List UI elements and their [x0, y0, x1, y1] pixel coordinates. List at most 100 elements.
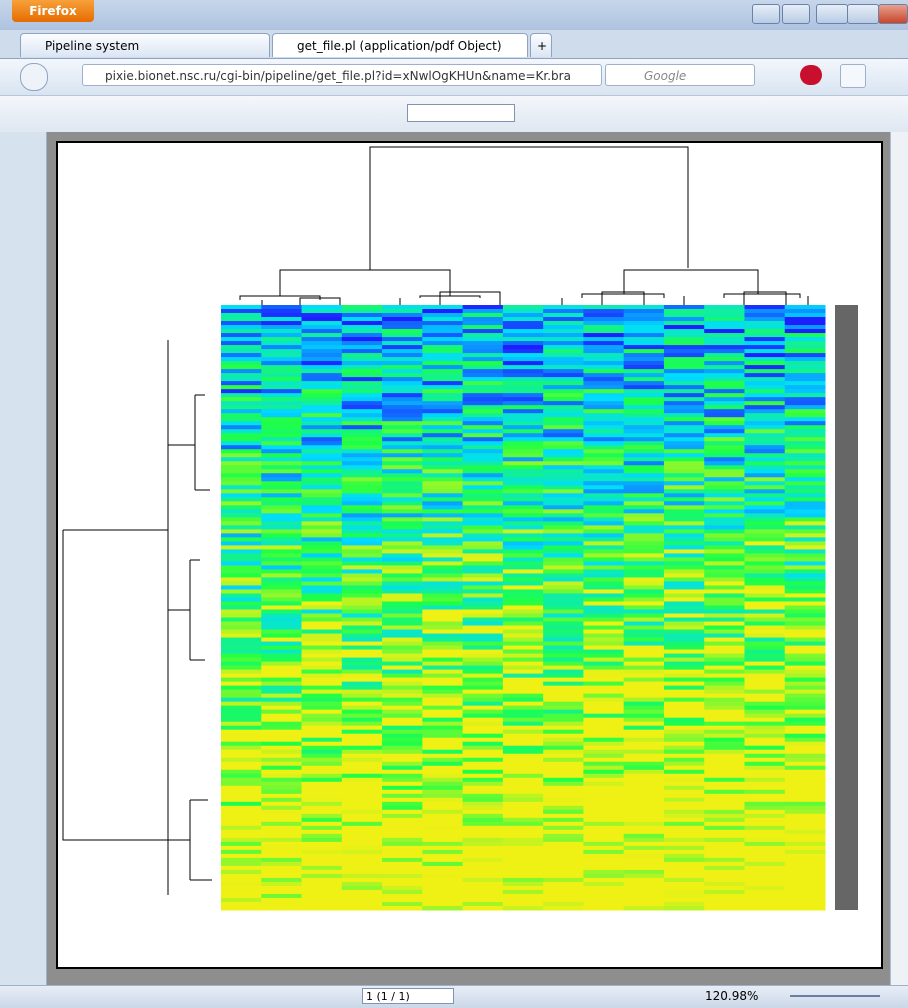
heatmap-cell	[261, 898, 302, 903]
heatmap-cell	[221, 646, 262, 651]
heatmap-cell	[744, 317, 785, 322]
heatmap-cell	[463, 481, 504, 486]
heatmap-cell	[583, 758, 624, 763]
heatmap-cell	[221, 678, 262, 683]
heatmap-cell	[503, 730, 544, 735]
heatmap-cell	[382, 654, 423, 659]
heatmap-cell	[382, 585, 423, 590]
heatmap-cell	[503, 517, 544, 522]
heatmap-cell	[624, 373, 665, 378]
heatmap-cell	[704, 581, 745, 586]
heatmap-cell	[463, 597, 504, 602]
heatmap-cell	[463, 678, 504, 683]
heatmap-cell	[664, 433, 705, 438]
heatmap-cell	[785, 642, 826, 647]
heatmap-cell	[382, 581, 423, 586]
heatmap-cell	[543, 710, 584, 715]
heatmap-cell	[744, 513, 785, 518]
heatmap-cell	[221, 718, 262, 723]
heatmap-cell	[302, 658, 343, 663]
heatmap-cell	[302, 790, 343, 795]
heatmap-cell	[382, 722, 423, 727]
heatmap-cell	[704, 850, 745, 855]
heatmap-cell	[704, 622, 745, 627]
heatmap-cell	[221, 429, 262, 434]
heatmap-cell	[624, 846, 665, 851]
heatmap-cell	[624, 626, 665, 631]
heatmap-cell	[664, 646, 705, 651]
heatmap-cell	[342, 798, 383, 803]
heatmap-cell	[342, 746, 383, 751]
heatmap-cell	[221, 710, 262, 715]
heatmap-cell	[664, 758, 705, 763]
heatmap-cell	[422, 646, 463, 651]
heatmap-cell	[382, 898, 423, 903]
heatmap-cell	[422, 830, 463, 835]
heatmap-cell	[463, 505, 504, 510]
heatmap-cell	[422, 622, 463, 627]
heatmap-cell	[583, 377, 624, 382]
heatmap-cell	[583, 589, 624, 594]
heatmap-cell	[261, 838, 302, 843]
heatmap-cell	[221, 774, 262, 779]
page-field[interactable]: 1 (1 / 1)	[362, 988, 454, 1004]
heatmap-cell	[583, 541, 624, 546]
heatmap-cell	[422, 525, 463, 530]
heatmap-cell	[342, 349, 383, 354]
heatmap-cell	[664, 585, 705, 590]
heatmap-cell	[382, 718, 423, 723]
heatmap-cell	[664, 541, 705, 546]
heatmap-cell	[382, 333, 423, 338]
heatmap-cell	[221, 561, 262, 566]
heatmap-cell	[624, 309, 665, 314]
zoom-level[interactable]: 120.98%	[705, 987, 758, 1005]
heatmap-cell	[221, 802, 262, 807]
heatmap-cell	[342, 429, 383, 434]
heatmap-cell	[543, 585, 584, 590]
heatmap-cell	[744, 834, 785, 839]
heatmap-cell	[704, 309, 745, 314]
heatmap-cell	[664, 830, 705, 835]
heatmap-cell	[744, 874, 785, 879]
heatmap-cell	[624, 782, 665, 787]
heatmap-cell	[664, 674, 705, 679]
heatmap-cell	[624, 545, 665, 550]
heatmap-cell	[543, 870, 584, 875]
heatmap-cell	[744, 814, 785, 819]
heatmap-cell	[624, 377, 665, 382]
heatmap-cell	[221, 509, 262, 514]
heatmap-cell	[624, 802, 665, 807]
heatmap-cell	[302, 509, 343, 514]
heatmap-cell	[624, 397, 665, 402]
heatmap-cell	[342, 573, 383, 578]
heatmap-cell	[664, 706, 705, 711]
heatmap-cell	[744, 385, 785, 390]
heatmap-cell	[261, 545, 302, 550]
heatmap-cell	[382, 449, 423, 454]
heatmap-cell	[422, 581, 463, 586]
heatmap-cell	[785, 593, 826, 598]
heatmap-cell	[422, 722, 463, 727]
heatmap-cell	[664, 722, 705, 727]
heatmap-cell	[463, 537, 504, 542]
heatmap-cell	[342, 585, 383, 590]
heatmap-cell	[664, 714, 705, 719]
heatmap-cell	[422, 802, 463, 807]
heatmap-cell	[382, 878, 423, 883]
heatmap-cell	[744, 357, 785, 362]
heatmap-cell	[261, 493, 302, 498]
heatmap-cell	[261, 706, 302, 711]
heatmap-cell	[261, 758, 302, 763]
heatmap-cell	[785, 778, 826, 783]
heatmap-cell	[261, 533, 302, 538]
heatmap-cell	[543, 589, 584, 594]
heatmap-cell	[261, 662, 302, 667]
heatmap-cell	[382, 706, 423, 711]
heatmap-cell	[503, 413, 544, 418]
heatmap-cell	[463, 706, 504, 711]
heatmap-cell	[744, 569, 785, 574]
heatmap-cell	[221, 585, 262, 590]
heatmap-cell	[785, 329, 826, 334]
zoom-slider[interactable]	[790, 995, 880, 997]
heatmap-cell	[785, 646, 826, 651]
